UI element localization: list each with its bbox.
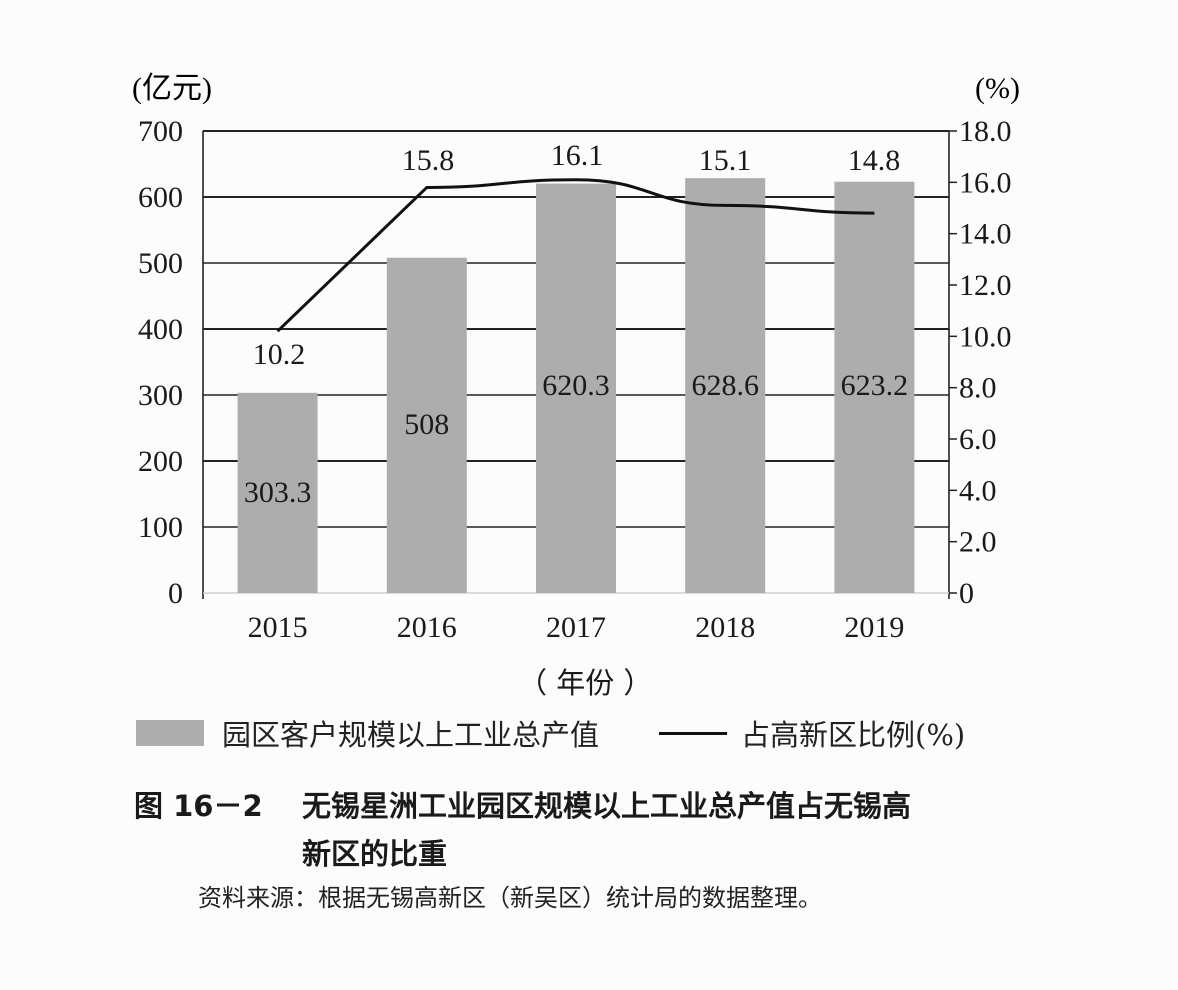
line-value-label: 16.1 (551, 139, 604, 172)
y-right-tick-label: 10.0 (959, 320, 1012, 353)
bar-value-label: 623.2 (841, 369, 909, 402)
legend-bar-swatch (136, 720, 204, 746)
bar-value-label: 620.3 (542, 369, 610, 402)
line-value-label: 15.1 (699, 144, 752, 177)
line-value-label: 15.8 (402, 144, 455, 177)
source-note: 资料来源：根据无锡高新区（新吴区）统计局的数据整理。 (198, 884, 822, 912)
legend-bar-label: 园区客户规模以上工业总产值 (222, 718, 600, 752)
y-left-tick-label: 0 (168, 577, 183, 610)
line-value-label: 14.8 (848, 144, 901, 177)
bar (834, 181, 915, 594)
ratio-line (276, 178, 875, 333)
y-left-tick-label: 500 (138, 247, 183, 280)
y-left-tick-label: 100 (138, 511, 183, 544)
y-right-tick-label: 6.0 (959, 423, 997, 456)
x-tick-label: 2018 (695, 611, 755, 644)
y-left-unit: (亿元) (132, 72, 212, 105)
x-tick-label: 2015 (248, 611, 308, 644)
line-value-label: 10.2 (253, 338, 306, 371)
y-right-tick-label: 8.0 (959, 372, 997, 405)
y-right-unit: (%) (975, 72, 1020, 105)
y-left-tick-label: 600 (138, 181, 183, 214)
y-left-tick-label: 700 (138, 115, 183, 148)
y-right-tick-label: 14.0 (959, 218, 1012, 251)
bar (237, 392, 318, 593)
bar (685, 178, 766, 593)
y-right-tick-label: 16.0 (959, 166, 1012, 199)
legend: 园区客户规模以上工业总产值 占高新区比例(%) (136, 712, 965, 754)
y-right-tick-label: 2.0 (959, 526, 997, 559)
bar-value-label: 508 (404, 408, 449, 441)
y-right-tick-label: 0 (959, 577, 974, 610)
x-tick-label: 2016 (397, 611, 457, 644)
caption-line-1: 无锡星洲工业园区规模以上工业总产值占无锡高 (302, 789, 912, 823)
x-axis-label: （ 年份 ） (518, 666, 653, 700)
legend-line-swatch (659, 731, 728, 735)
bar (386, 257, 467, 593)
legend-line-label: 占高新区比例(%) (741, 718, 966, 752)
bar-value-label: 303.3 (244, 476, 312, 509)
y-left-tick-label: 200 (138, 445, 183, 478)
caption-line-2: 新区的比重 (302, 837, 448, 871)
x-tick-label: 2017 (546, 611, 606, 644)
y-left-tick-label: 300 (138, 379, 183, 412)
figure-number: 图 16－2 (134, 789, 263, 823)
y-right-tick-label: 4.0 (959, 474, 997, 507)
figure-caption: 图 16－2 无锡星洲工业园区规模以上工业总产值占无锡高 新区的比重 (134, 782, 912, 871)
y-right-tick-label: 12.0 (959, 269, 1012, 302)
x-tick-label: 2019 (844, 611, 904, 644)
chart: 0 100 200 300 400 500 600 700 0 2.0 4.0 6.0 8.0 10.0 1… (132, 72, 1020, 644)
y-left-tick-label: 400 (138, 313, 183, 346)
bar-value-label: 628.6 (691, 369, 759, 402)
y-right-tick-label: 18.0 (959, 115, 1012, 148)
bar (536, 183, 616, 594)
